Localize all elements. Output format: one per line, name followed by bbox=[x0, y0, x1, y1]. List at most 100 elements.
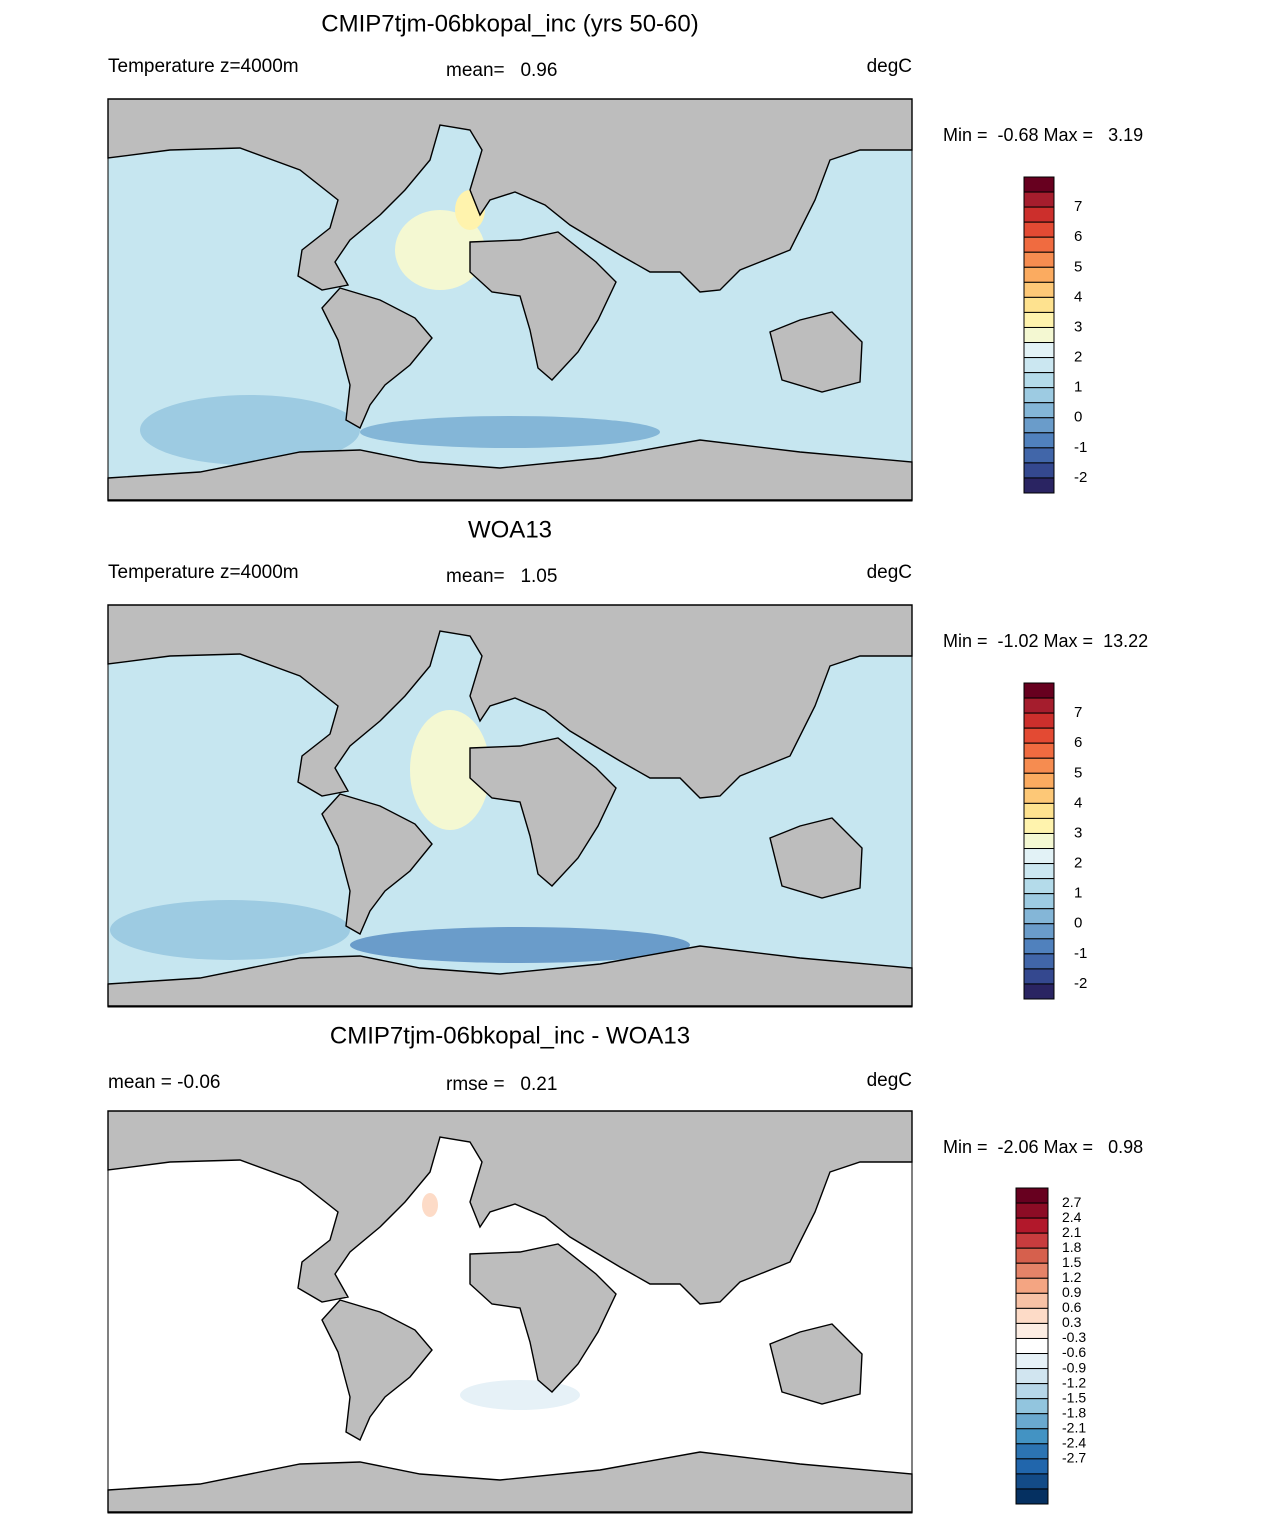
colorbar-box bbox=[1023, 742, 1055, 759]
colorbar-label: 3 bbox=[1074, 318, 1082, 335]
colorbar-label: 2 bbox=[1074, 855, 1082, 872]
field-patch bbox=[395, 210, 485, 290]
panel-title: CMIP7tjm-06bkopal_inc - WOA13 bbox=[330, 1022, 690, 1049]
colorbar-label: 1 bbox=[1074, 885, 1082, 902]
colorbar-label: 3 bbox=[1074, 824, 1082, 841]
colorbar-box bbox=[1015, 1187, 1049, 1204]
colorbar-label: -2.1 bbox=[1062, 1419, 1086, 1435]
colorbar-box bbox=[1023, 477, 1055, 494]
field-patch bbox=[460, 1380, 580, 1410]
colorbar-box bbox=[1023, 417, 1055, 434]
colorbar-box bbox=[1015, 1322, 1049, 1339]
units-label: degC bbox=[867, 56, 912, 77]
colorbar-label: -2 bbox=[1074, 469, 1087, 486]
colorbar-label: 1.2 bbox=[1062, 1269, 1082, 1285]
colorbar-label: -0.9 bbox=[1062, 1359, 1086, 1375]
colorbar-box bbox=[1023, 923, 1055, 940]
colorbar-box bbox=[1023, 968, 1055, 985]
left-label: Temperature z=4000m bbox=[108, 562, 299, 583]
colorbar-box bbox=[1015, 1398, 1049, 1415]
colorbar-box bbox=[1015, 1202, 1049, 1219]
colorbar-box bbox=[1023, 176, 1055, 193]
colorbar-box bbox=[1023, 938, 1055, 955]
colorbar-label: -1 bbox=[1074, 945, 1087, 962]
land bbox=[321, 1299, 433, 1441]
colorbar-box bbox=[1015, 1428, 1049, 1445]
colorbar-box bbox=[1023, 462, 1055, 479]
colorbar-box bbox=[1023, 863, 1055, 880]
colorbar-label: 5 bbox=[1074, 258, 1082, 275]
colorbar-label: 1.8 bbox=[1062, 1239, 1082, 1255]
colorbar-label: -0.3 bbox=[1062, 1329, 1086, 1345]
panel-title: WOA13 bbox=[468, 516, 552, 543]
colorbar-box bbox=[1015, 1443, 1049, 1460]
colorbar-label: 0 bbox=[1074, 915, 1082, 932]
colorbar-label: -2.4 bbox=[1062, 1435, 1086, 1451]
colorbar-box bbox=[1015, 1337, 1049, 1355]
colorbar-box bbox=[1023, 787, 1055, 804]
colorbar-box bbox=[1015, 1488, 1049, 1505]
center-label: rmse = 0.21 bbox=[446, 1074, 557, 1095]
colorbar-box bbox=[1023, 236, 1055, 253]
colorbar-label: 0.3 bbox=[1062, 1314, 1082, 1330]
units-label: degC bbox=[867, 562, 912, 583]
colorbar-box bbox=[1023, 357, 1055, 374]
colorbar-label: 7 bbox=[1074, 704, 1082, 721]
colorbar-label: -1 bbox=[1074, 439, 1087, 456]
colorbar-box bbox=[1023, 221, 1055, 238]
colorbar-box bbox=[1023, 447, 1055, 464]
colorbar-box bbox=[1023, 682, 1055, 699]
colorbar-label: 0.6 bbox=[1062, 1299, 1082, 1315]
colorbar-label: 2.7 bbox=[1062, 1194, 1082, 1210]
land bbox=[469, 1243, 617, 1393]
colorbar-box bbox=[1023, 908, 1055, 925]
field-patch bbox=[350, 927, 690, 963]
land bbox=[769, 311, 863, 393]
colorbar-box bbox=[1023, 432, 1055, 449]
colorbar-box bbox=[1015, 1217, 1049, 1234]
center-label: mean= 0.96 bbox=[446, 60, 557, 81]
field-patch bbox=[140, 395, 360, 465]
colorbar-box bbox=[1023, 802, 1055, 819]
colorbar-box bbox=[1015, 1413, 1049, 1430]
colorbar-box bbox=[1015, 1262, 1049, 1279]
colorbar-box bbox=[1023, 266, 1055, 283]
colorbar-box bbox=[1023, 727, 1055, 744]
field-patch bbox=[422, 1193, 438, 1217]
colorbar-box bbox=[1023, 402, 1055, 419]
colorbar-box bbox=[1023, 832, 1055, 850]
colorbar-box bbox=[1023, 387, 1055, 404]
colorbar-label: -1.8 bbox=[1062, 1404, 1086, 1420]
colorbar-box bbox=[1023, 326, 1055, 344]
colorbar-box bbox=[1015, 1247, 1049, 1264]
colorbar-label: 6 bbox=[1074, 734, 1082, 751]
colorbar-label: 4 bbox=[1074, 794, 1082, 811]
center-label: mean= 1.05 bbox=[446, 566, 557, 587]
colorbar-box bbox=[1015, 1383, 1049, 1400]
colorbar-box bbox=[1023, 817, 1055, 834]
range-label: Min = -1.02 Max = 13.22 bbox=[943, 631, 1148, 651]
panel-title: CMIP7tjm-06bkopal_inc (yrs 50-60) bbox=[321, 10, 698, 37]
colorbar-box bbox=[1015, 1353, 1049, 1370]
land bbox=[107, 604, 913, 799]
colorbar-label: 6 bbox=[1074, 228, 1082, 245]
colorbar-label: 2.1 bbox=[1062, 1224, 1082, 1240]
colorbar-box bbox=[1023, 296, 1055, 313]
colorbar-box bbox=[1015, 1473, 1049, 1490]
colorbar-box bbox=[1023, 712, 1055, 729]
land bbox=[321, 287, 433, 429]
colorbar-box bbox=[1015, 1368, 1049, 1385]
colorbar-label: 1.5 bbox=[1062, 1254, 1082, 1270]
range-label: Min = -2.06 Max = 0.98 bbox=[943, 1137, 1143, 1157]
colorbar-box bbox=[1015, 1292, 1049, 1309]
left-label: Temperature z=4000m bbox=[108, 56, 299, 77]
colorbar-box bbox=[1015, 1307, 1049, 1324]
colorbar-label: -2.7 bbox=[1062, 1450, 1086, 1466]
colorbar-box bbox=[1023, 281, 1055, 298]
colorbar-box bbox=[1023, 953, 1055, 970]
colorbar-box bbox=[1023, 878, 1055, 895]
colorbar-box bbox=[1023, 372, 1055, 389]
map-frame bbox=[107, 604, 913, 1008]
land bbox=[769, 817, 863, 899]
